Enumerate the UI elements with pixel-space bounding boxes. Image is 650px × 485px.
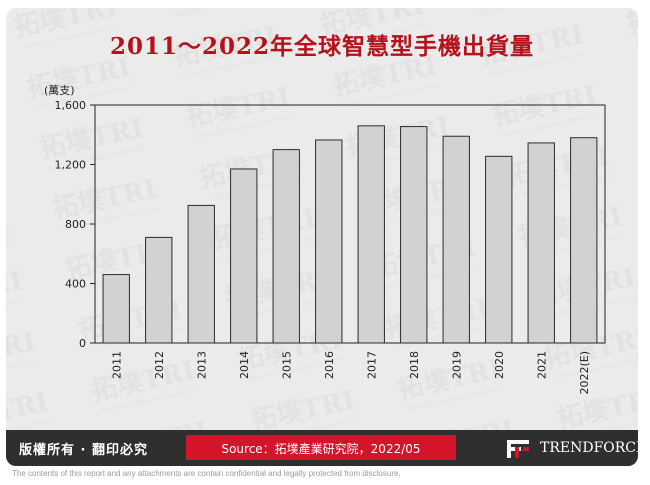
x-tick-label: 2017: [365, 351, 378, 379]
bars: [102, 125, 598, 344]
bar-2017: [357, 125, 385, 344]
x-tick-label: 2018: [408, 351, 421, 379]
x-tick-label: 2019: [450, 351, 463, 379]
trendforce-icon: [507, 440, 529, 458]
y-tick-label: 1,200: [55, 159, 87, 172]
source-text: Source：拓墣產業研究院，2022/05: [221, 442, 421, 456]
chart-title: 2011～2022年全球智慧型手機出貨量: [109, 33, 535, 60]
x-tick-label: 2013: [195, 351, 208, 379]
y-tick-label: 1,600: [55, 99, 87, 112]
footer-bar: 版權所有 · 翻印必究 Source：拓墣產業研究院，2022/05 TREND…: [6, 430, 638, 466]
trendforce-wordmark: TRENDFORCE: [540, 440, 638, 456]
bar-2021: [527, 142, 555, 344]
bar-2020: [485, 155, 513, 344]
x-tick-label: 2014: [238, 351, 251, 379]
bar-2019: [442, 135, 470, 344]
bar-2022(E): [570, 137, 598, 344]
y-axis: 0 400 800 1,200 1,600: [55, 99, 95, 350]
y-tick-label: 0: [79, 337, 86, 350]
bar-2013: [187, 204, 215, 344]
x-tick-label: 2016: [323, 351, 336, 379]
x-tick-label: 2015: [280, 351, 293, 379]
x-tick-label: 2021: [535, 351, 548, 379]
bar-2016: [315, 139, 343, 344]
x-tick-label: 2011: [110, 351, 123, 379]
disclaimer-text: The contents of this report and any atta…: [12, 469, 401, 478]
bar-2011: [102, 274, 130, 344]
trendforce-logo: TRENDFORCE: [504, 437, 638, 461]
chart-card: 拓墣TRI TOPOLOGY RESEARCH INSTITUTE 2011～2…: [6, 8, 638, 466]
y-tick-label: 400: [65, 278, 86, 291]
bar-2012: [145, 236, 173, 344]
bar-2015: [272, 149, 300, 344]
x-tick-label: 2012: [153, 351, 166, 379]
bar-2018: [400, 126, 428, 344]
y-axis-unit-label: (萬支): [44, 84, 75, 97]
y-tick-label: 800: [65, 218, 86, 231]
copyright-text: 版權所有 · 翻印必究: [19, 443, 148, 458]
x-tick-label: 2022(E): [578, 351, 591, 395]
source-box: Source：拓墣產業研究院，2022/05: [186, 435, 456, 460]
x-tick-label: 2020: [493, 351, 506, 379]
x-axis: 2011 2012 2013 2014 2015 2016 2017 2018 2019 2020…: [110, 351, 591, 395]
bar-2014: [230, 168, 258, 344]
